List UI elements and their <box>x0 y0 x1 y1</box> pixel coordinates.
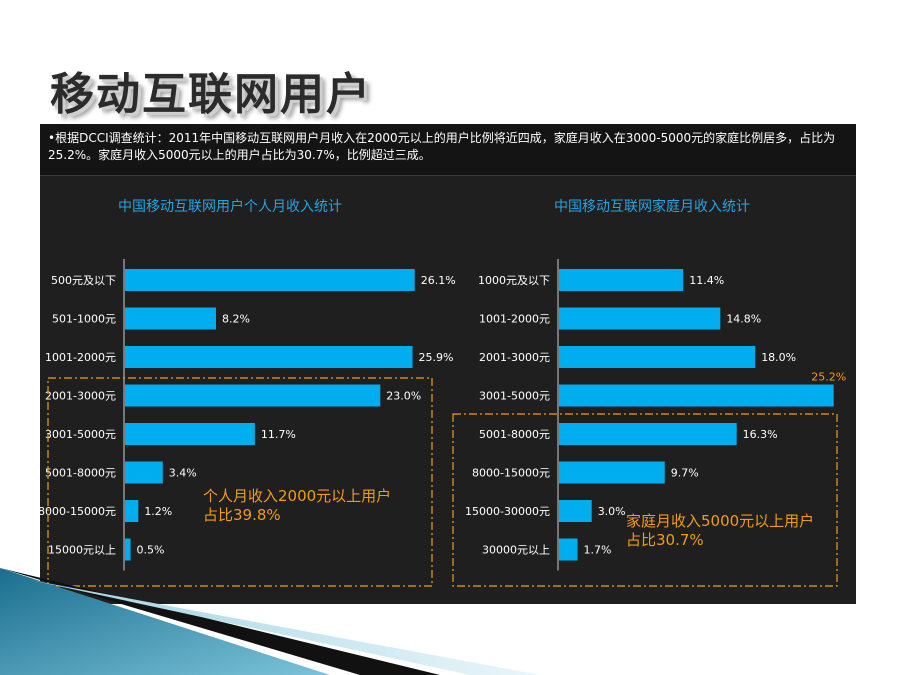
chart-2-value-label: 25.2% <box>811 371 846 384</box>
intro-text: •根据DCCI调查统计：2011年中国移动互联网用户月收入在2000元以上的用户… <box>40 124 856 176</box>
chart-panel: •根据DCCI调查统计：2011年中国移动互联网用户月收入在2000元以上的用户… <box>40 124 856 604</box>
chart-2-value-label: 14.8% <box>726 313 761 326</box>
chart-1-bar <box>125 384 381 407</box>
chart-1-bar <box>125 269 415 291</box>
chart-1-category-label: 5001-8000元 <box>45 467 116 480</box>
chart-1-highlight-box <box>47 377 433 587</box>
chart-1-category-label: 501-1000元 <box>52 313 116 326</box>
chart-2-bar <box>559 500 592 522</box>
chart-2-bar <box>559 461 665 484</box>
chart-1-annotation: 占比39.8% <box>203 506 281 524</box>
chart-1-category-label: 15000元以上 <box>48 544 116 557</box>
corner-decoration <box>0 568 540 675</box>
chart-2-bar <box>559 384 834 407</box>
chart-2-bar <box>559 346 756 368</box>
chart-2-value-label: 16.3% <box>743 428 778 441</box>
chart-1-bar <box>125 500 139 522</box>
chart-2-bar <box>559 538 578 561</box>
chart-1-value-label: 26.1% <box>421 274 456 287</box>
chart-1-value-label: 23.0% <box>386 390 421 403</box>
chart-2-category-label: 1000元及以下 <box>478 274 550 287</box>
chart-1-category-label: 8000-15000元 <box>40 505 116 518</box>
chart-2-category-label: 5001-8000元 <box>479 428 550 441</box>
chart-2-category-label: 2001-3000元 <box>479 351 550 364</box>
chart-2-title: 中国移动互联网家庭月收入统计 <box>554 198 750 215</box>
chart-2-category-label: 30000元以上 <box>482 544 550 557</box>
chart-1-value-label: 25.9% <box>418 351 453 364</box>
chart-1-bar <box>125 538 131 561</box>
chart-1-category-label: 500元及以下 <box>51 274 116 287</box>
bar-charts: 中国移动互联网用户个人月收入统计 500元及以下 26.1% 501-1000元 8.2… <box>40 198 846 587</box>
slide-title: 移动互联网用户 <box>50 69 372 120</box>
chart-2-value-label: 1.7% <box>584 544 612 557</box>
chart-2-category-label: 15000-30000元 <box>465 505 550 518</box>
chart-1-value-label: 8.2% <box>222 313 250 326</box>
chart-1-annotation: 个人月收入2000元以上用户 <box>203 487 391 505</box>
chart-2-annotation: 家庭月收入5000元以上用户 <box>626 512 814 530</box>
chart-1-category-label: 3001-5000元 <box>45 428 116 441</box>
chart-2-value-label: 18.0% <box>761 351 796 364</box>
chart-2-value-label: 11.4% <box>689 274 724 287</box>
chart-2-annotation: 占比30.7% <box>626 531 704 549</box>
chart-1-value-label: 1.2% <box>144 505 172 518</box>
chart-2-category-label: 8000-15000元 <box>472 467 550 480</box>
chart-1-bar <box>125 423 255 445</box>
chart-2-value-label: 9.7% <box>671 467 699 480</box>
chart-2-highlight-box <box>452 413 838 587</box>
chart-2-category-label: 1001-2000元 <box>479 313 550 326</box>
chart-1-title: 中国移动互联网用户个人月收入统计 <box>118 198 342 215</box>
chart-1-category-label: 1001-2000元 <box>45 351 116 364</box>
chart-1-value-label: 11.7% <box>261 428 296 441</box>
chart-2-bar <box>559 423 737 445</box>
chart-1-value-label: 0.5% <box>137 544 165 557</box>
chart-1-bar <box>125 461 163 484</box>
chart-2-bar <box>559 269 684 291</box>
chart-1-bar <box>125 346 413 368</box>
chart-2-value-label: 3.0% <box>598 505 626 518</box>
chart-1-value-label: 3.4% <box>169 467 197 480</box>
chart-2-category-label: 3001-5000元 <box>479 390 550 403</box>
chart-2-bar <box>559 307 721 330</box>
chart-1-bar <box>125 307 217 330</box>
chart-1-category-label: 2001-3000元 <box>45 390 116 403</box>
